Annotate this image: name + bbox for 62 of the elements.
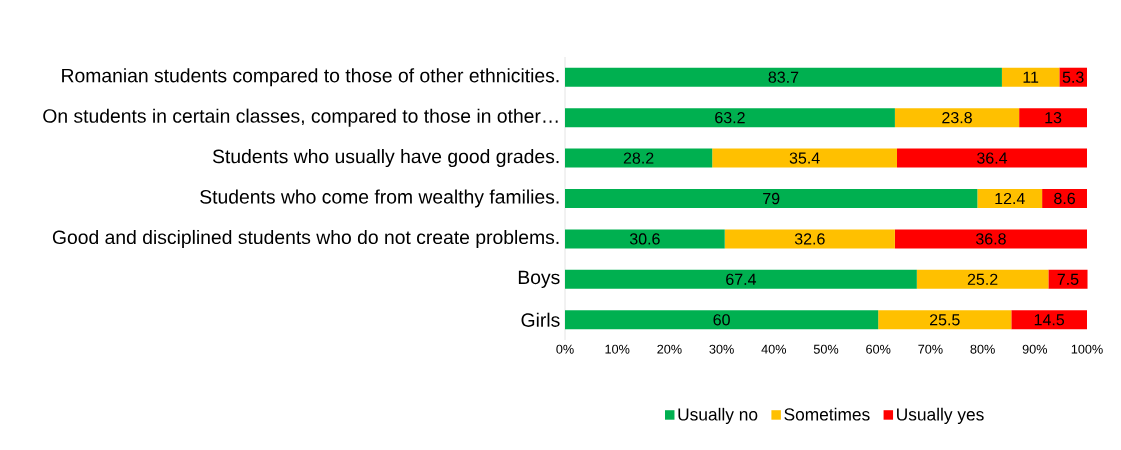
bar	[894, 108, 1020, 128]
x-tick-label: 70%	[918, 344, 943, 354]
bar	[1011, 310, 1087, 330]
x-tick-label: 30%	[709, 344, 734, 354]
x-tick-label: 20%	[657, 344, 682, 354]
legend-label: Usually no	[678, 407, 758, 425]
data-label: 14.5	[1034, 314, 1065, 326]
x-tick-label: 50%	[813, 344, 839, 354]
data-label: 12.4	[995, 192, 1025, 205]
bar	[1042, 189, 1087, 208]
data-label: 5.3	[1062, 71, 1084, 83]
y-tick-label: Good and disciplined students who do not create problems.	[52, 229, 559, 248]
data-label: 25.5	[929, 314, 960, 326]
bar	[897, 148, 1087, 168]
data-label: 36.8	[976, 233, 1006, 245]
x-tick-label: 0%	[556, 344, 574, 354]
bar	[894, 229, 1087, 249]
bar	[712, 148, 897, 168]
y-tick-label: Girls	[521, 312, 560, 327]
bar	[1001, 67, 1060, 87]
bar	[565, 269, 917, 289]
bar	[916, 269, 1049, 289]
bar	[565, 148, 713, 168]
data-label: 25.2	[967, 273, 998, 286]
data-label: 23.8	[942, 111, 972, 124]
data-label: 28.2	[623, 152, 654, 164]
data-label: 63.2	[715, 111, 745, 124]
data-label: 83.7	[768, 71, 799, 83]
y-tick-label: Boys	[518, 270, 560, 289]
bar	[878, 310, 1012, 330]
bar	[724, 229, 895, 249]
y-tick-label: Romanian students compared to those of other ethnicities.	[62, 68, 559, 87]
x-tick-label: 100%	[1071, 344, 1103, 354]
bar	[565, 310, 879, 330]
data-label: 32.6	[794, 233, 825, 245]
legend-label: Sometimes	[784, 407, 870, 421]
data-label: 11	[1023, 71, 1039, 83]
bar	[1019, 108, 1087, 128]
data-label: 13	[1045, 111, 1062, 124]
x-tick-label: 60%	[866, 344, 891, 354]
data-label: 79	[763, 192, 780, 205]
bar	[565, 67, 1002, 87]
data-label: 8.6	[1054, 192, 1075, 205]
data-label: 67.4	[726, 273, 757, 286]
y-tick-label: Students who come from wealthy families.	[200, 189, 559, 208]
data-label: 60	[713, 314, 730, 326]
y-tick-label: Students who usually have good grades.	[212, 149, 559, 168]
data-label: 7.5	[1057, 273, 1079, 285]
x-tick-label: 90%	[1022, 344, 1048, 354]
data-label: 36.4	[977, 152, 1008, 164]
legend-label: Usually yes	[897, 407, 984, 425]
bar	[565, 229, 725, 249]
x-tick-label: 80%	[970, 344, 995, 354]
x-tick-label: 40%	[761, 344, 787, 354]
data-label: 30.6	[629, 233, 660, 245]
bar	[977, 189, 1043, 208]
bar	[565, 189, 978, 208]
y-tick-label: On students in certain classes, compared to those in other…	[43, 108, 558, 127]
bar	[565, 108, 895, 128]
bar	[1048, 269, 1088, 289]
x-tick-label: 10%	[605, 344, 630, 354]
data-label: 35.4	[789, 152, 820, 164]
